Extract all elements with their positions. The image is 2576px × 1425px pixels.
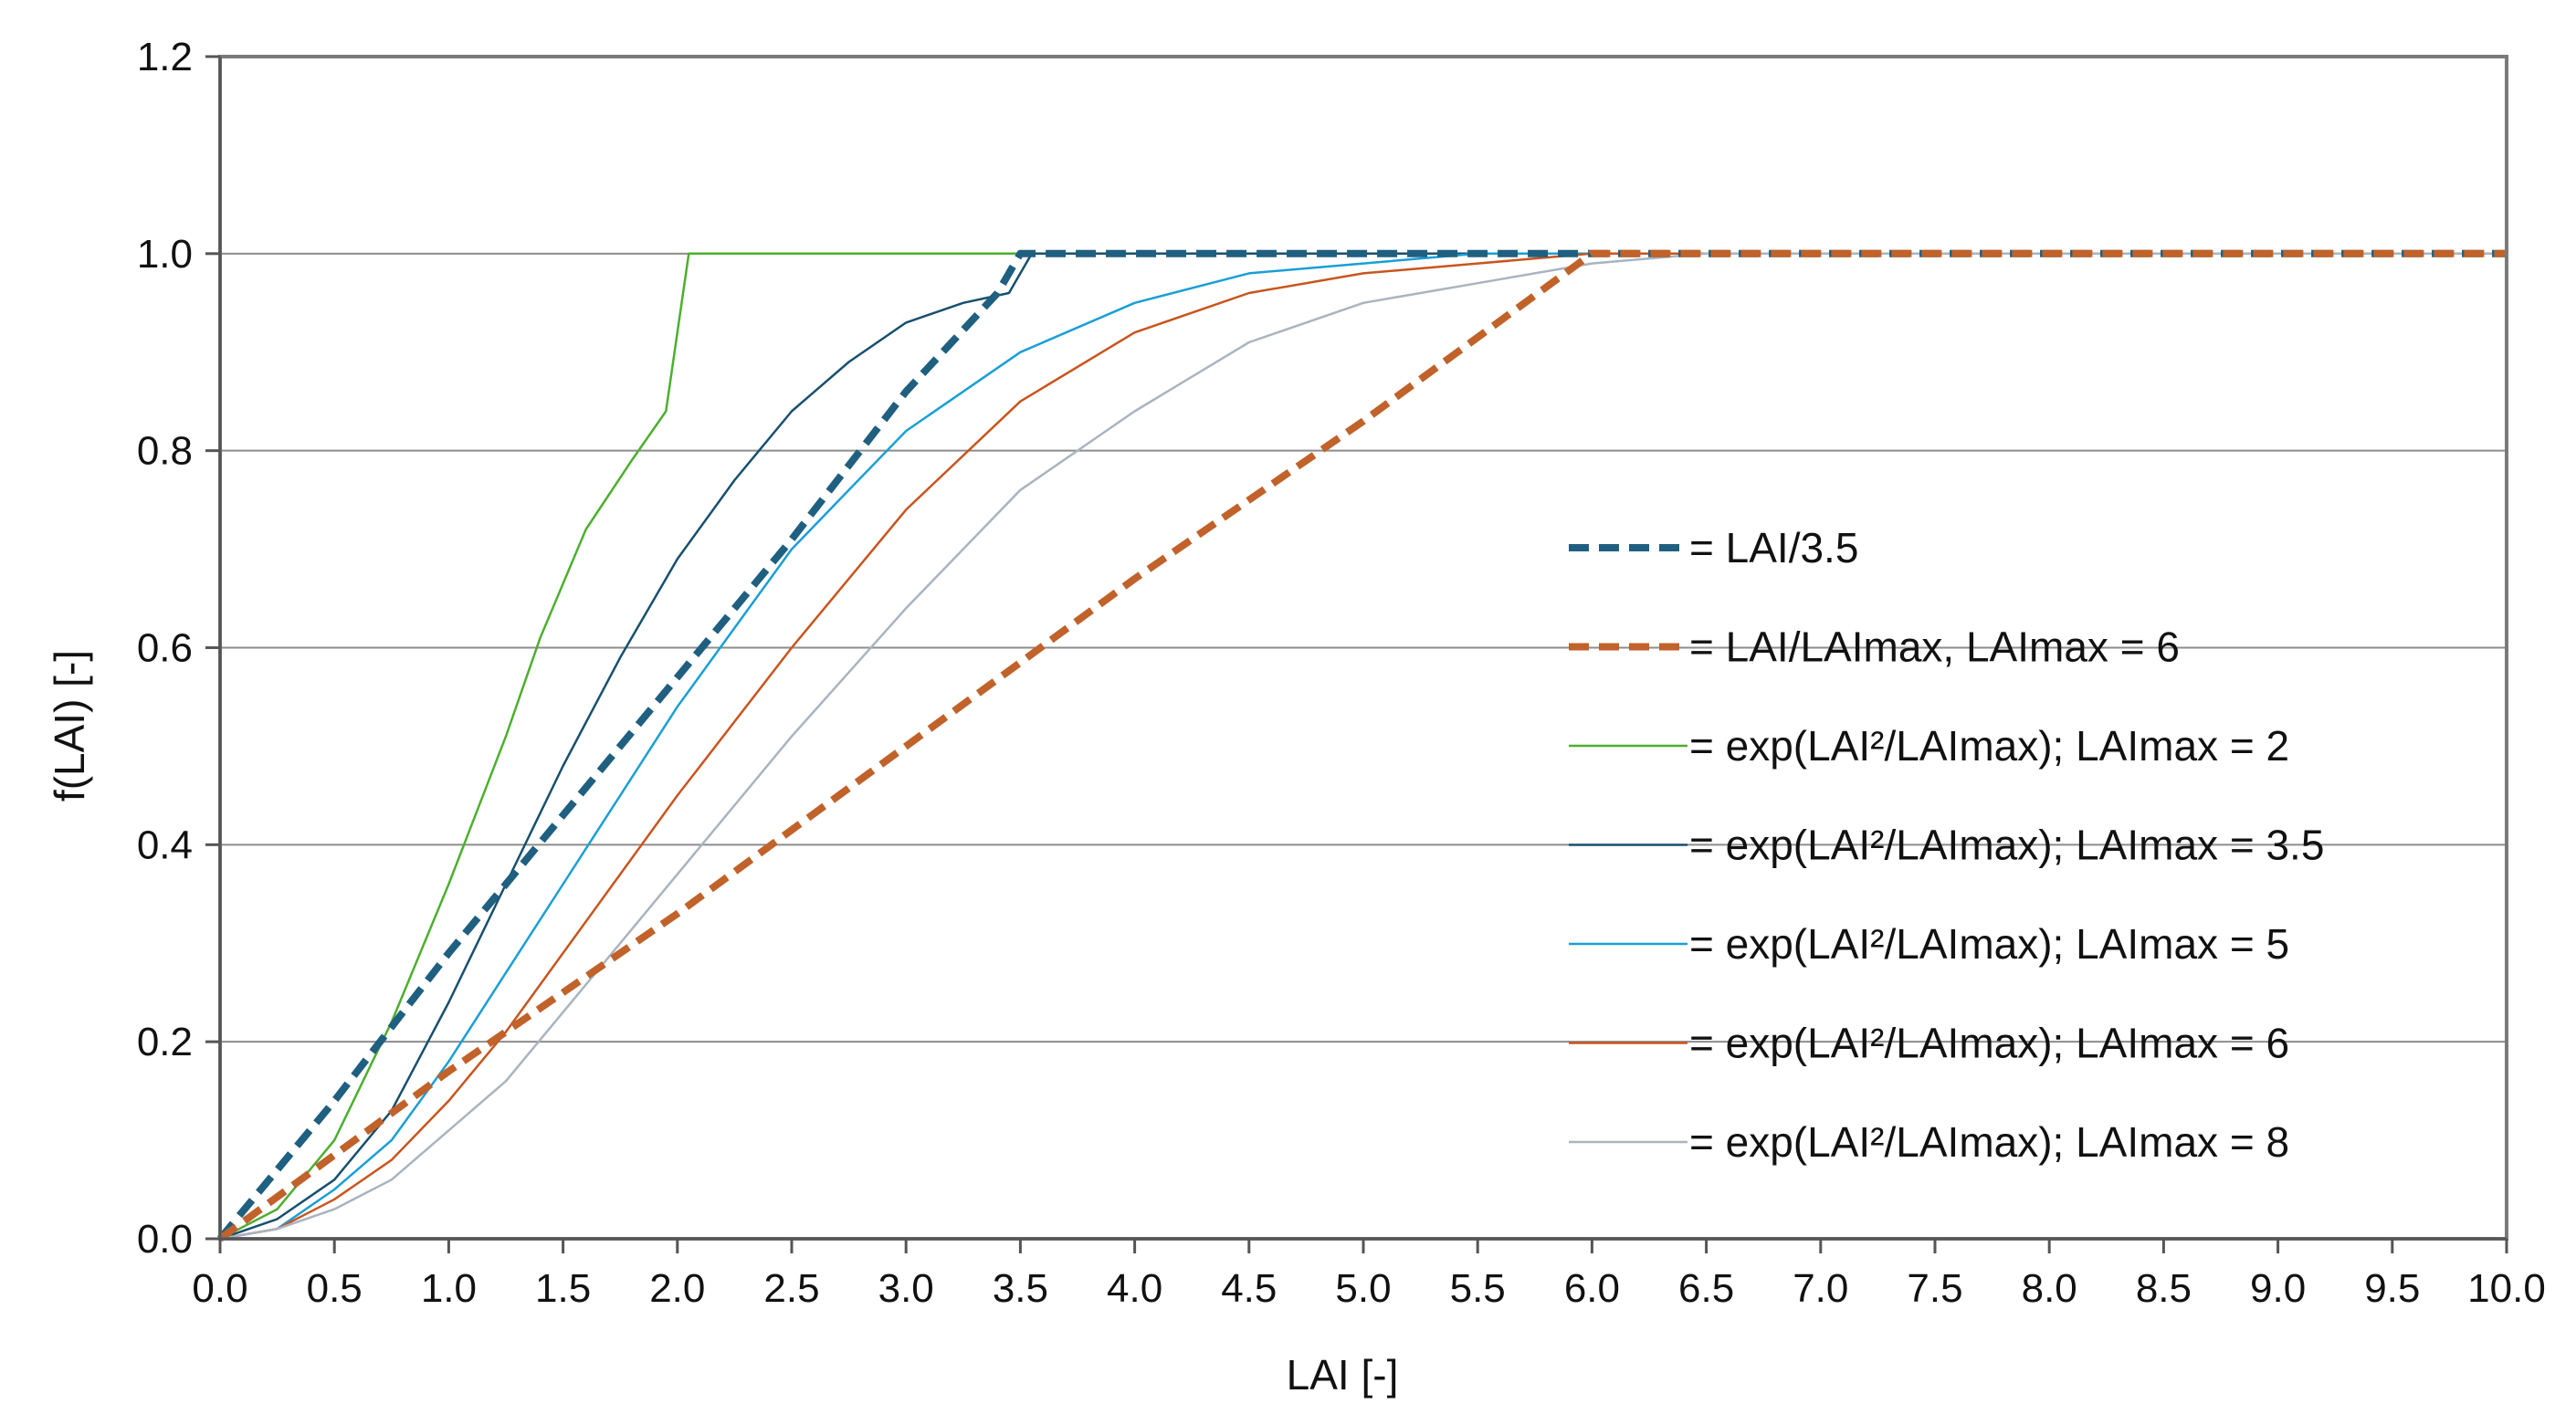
legend-label-1: = LAI/LAImax, LAImax = 6 <box>1689 623 2180 671</box>
x-tick-label-0: 0.0 <box>192 1266 247 1311</box>
x-tick-label-12: 6.0 <box>1564 1266 1620 1311</box>
series-lines <box>216 249 2507 1242</box>
x-tick-label-13: 6.5 <box>1678 1266 1734 1311</box>
x-tick-label-10: 5.0 <box>1335 1266 1391 1311</box>
legend: = LAI/3.5 = LAI/LAImax, LAImax = 6 = exp(L… <box>1569 524 2324 1166</box>
x-tick-label-9: 4.5 <box>1221 1266 1277 1311</box>
legend-label-6: = exp(LAI²/LAImax); LAImax = 8 <box>1689 1118 2289 1166</box>
x-tick-label-8: 4.0 <box>1107 1266 1162 1311</box>
x-axis-title: LAI [-] <box>1287 1351 1399 1399</box>
x-tick-label-19: 9.5 <box>2364 1266 2420 1311</box>
y-tick-label-3: 0.6 <box>137 626 193 671</box>
x-tick-label-15: 7.5 <box>1907 1266 1962 1311</box>
y-axis-title: f(LAI) [-] <box>46 650 93 802</box>
x-tick-label-14: 7.0 <box>1793 1266 1848 1311</box>
x-tick-label-17: 8.5 <box>2136 1266 2192 1311</box>
y-tick-label-6: 1.2 <box>137 35 193 79</box>
series-line-1 <box>217 249 2507 1242</box>
y-tick-label-1: 0.2 <box>137 1020 193 1064</box>
legend-label-0: = LAI/3.5 <box>1689 524 1858 571</box>
y-tick-label-4: 0.8 <box>137 429 193 474</box>
legend-label-3: = exp(LAI²/LAImax); LAImax = 3.5 <box>1689 822 2324 869</box>
legend-label-4: = exp(LAI²/LAImax); LAImax = 5 <box>1689 920 2289 968</box>
axes: 0.0 0.2 0.4 0.6 0.8 1.0 1.2 0.0 0.5 1.0 1.5 2.0 2.5 3… <box>137 35 2546 1311</box>
y-tick-label-5: 1.0 <box>137 232 193 277</box>
x-tick-label-4: 2.0 <box>649 1266 705 1311</box>
x-tick-label-11: 5.5 <box>1450 1266 1506 1311</box>
legend-label-5: = exp(LAI²/LAImax); LAImax = 6 <box>1689 1020 2289 1067</box>
x-tick-label-3: 1.5 <box>535 1266 591 1311</box>
y-tick-label-0: 0.0 <box>137 1217 193 1262</box>
x-tick-label-2: 1.0 <box>421 1266 477 1311</box>
x-tick-label-18: 9.0 <box>2250 1266 2306 1311</box>
x-tick-label-16: 8.0 <box>2022 1266 2077 1311</box>
x-tick-label-6: 3.0 <box>878 1266 934 1311</box>
x-tick-label-5: 2.5 <box>763 1266 819 1311</box>
x-tick-label-7: 3.5 <box>993 1266 1048 1311</box>
x-tick-label-1: 0.5 <box>307 1266 363 1311</box>
x-tick-label-20: 10.0 <box>2467 1266 2546 1311</box>
legend-label-2: = exp(LAI²/LAImax); LAImax = 2 <box>1689 722 2289 770</box>
y-tick-label-2: 0.4 <box>137 823 193 867</box>
